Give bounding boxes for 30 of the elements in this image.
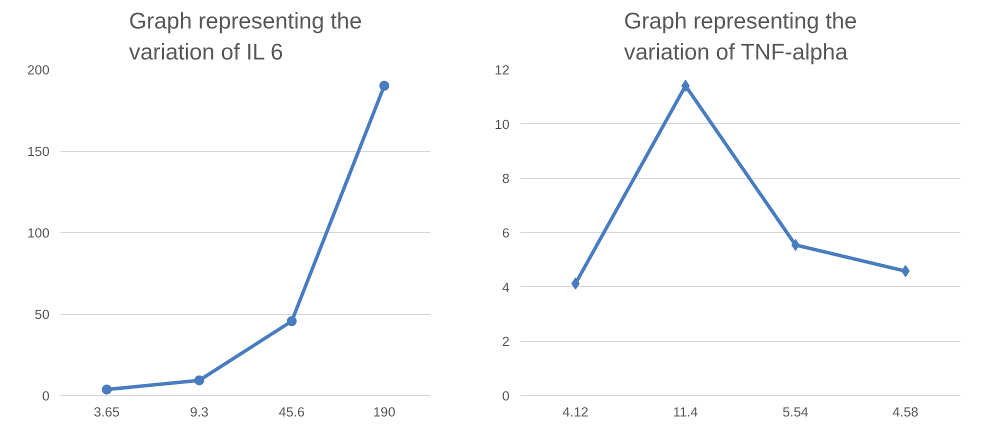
chart-title: Graph representing the variation of IL 6 — [129, 7, 362, 64]
x-tick-label: 190 — [373, 404, 396, 420]
y-tick-label: 10 — [494, 116, 510, 132]
y-tick-label: 150 — [27, 144, 50, 159]
y-tick-label: 100 — [27, 226, 50, 240]
point — [194, 375, 204, 386]
x-tick-label: 45.6 — [278, 404, 305, 420]
x-tick-label: 3.65 — [94, 404, 120, 420]
y-tick-label: 0 — [42, 388, 50, 404]
x-tick-label: 5.54 — [782, 404, 810, 420]
y-tick-label: 2 — [502, 334, 510, 350]
y-tick-label: 50 — [34, 307, 50, 322]
point — [571, 278, 580, 290]
chart-title: Graph representing the variation of TNF-alpha — [624, 7, 858, 64]
point — [791, 238, 800, 251]
point — [286, 316, 297, 326]
x-tick-label: 4.12 — [562, 404, 588, 420]
y-tick-label: 4 — [502, 280, 510, 295]
y-tick-label: 200 — [27, 62, 50, 78]
point — [681, 80, 690, 92]
point — [102, 384, 112, 395]
y-tick-label: 8 — [502, 171, 510, 186]
point — [901, 265, 910, 278]
point — [379, 80, 390, 91]
x-tick-label: 4.58 — [892, 404, 918, 420]
y-tick-label: 12 — [494, 62, 510, 78]
x-tick-label: 9.3 — [190, 404, 209, 420]
x-tick-label: 11.4 — [673, 404, 699, 420]
y-tick-label: 0 — [502, 388, 510, 404]
y-tick-label: 6 — [502, 226, 510, 240]
